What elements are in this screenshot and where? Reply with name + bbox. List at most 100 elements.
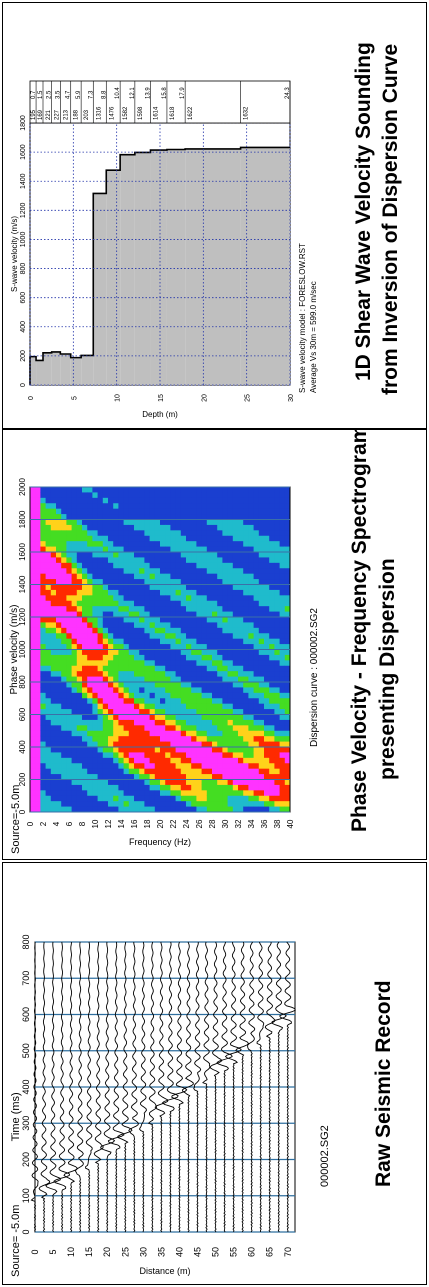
heatmap-cell [35, 670, 41, 677]
velocity-layer [150, 150, 167, 385]
heatmap-cell [222, 524, 228, 531]
heatmap-cell [56, 800, 62, 807]
table-vs-value: 203 [84, 109, 90, 120]
heatmap-cell [170, 546, 176, 552]
heatmap-cell [165, 519, 171, 525]
heatmap-cell [279, 492, 286, 498]
heatmap-cell [264, 573, 270, 580]
heatmap-cell [284, 486, 291, 493]
heatmap-cell [40, 741, 47, 747]
heatmap-cell [35, 724, 41, 731]
heatmap-cell [61, 665, 67, 672]
heatmap-cell [186, 600, 192, 607]
heatmap-cell [243, 513, 249, 520]
heatmap-cell [139, 584, 145, 590]
heatmap-cell [50, 784, 57, 791]
heatmap-cell [56, 557, 62, 563]
heatmap-cell [227, 540, 234, 547]
heatmap-cell [154, 578, 161, 585]
heatmap-cell [35, 703, 41, 710]
heatmap-cell [243, 746, 249, 753]
heatmap-cell [196, 681, 202, 688]
heatmap-cell [175, 746, 182, 753]
heatmap-cell [71, 676, 78, 682]
heatmap-cell [113, 546, 119, 552]
heatmap-cell [50, 524, 57, 531]
heatmap-cell [284, 784, 291, 791]
heatmap-cell [66, 594, 73, 601]
heatmap-cell [56, 735, 62, 742]
heatmap-cell [274, 800, 280, 807]
heatmap-cell [128, 692, 135, 699]
heatmap-cell [191, 486, 197, 493]
heatmap-cell [248, 502, 254, 509]
heatmap-cell [170, 703, 176, 710]
heatmap-cell [149, 779, 156, 785]
heatmap-cell [134, 551, 140, 558]
heatmap-cell [243, 681, 249, 688]
heatmap-cell [222, 578, 228, 585]
heatmap-cell [212, 719, 218, 726]
heatmap-cell [227, 643, 234, 650]
heatmap-cell [118, 529, 125, 536]
heatmap-cell [217, 551, 223, 558]
heatmap-cell [201, 746, 208, 753]
heatmap-cell [102, 605, 109, 612]
heatmap-cell [113, 800, 119, 807]
heatmap-cell [279, 746, 286, 753]
heatmap-cell [248, 492, 254, 498]
heatmap-cell [232, 795, 239, 802]
heatmap-cell [45, 502, 52, 509]
heatmap-cell [92, 762, 99, 769]
heatmap-cell [284, 659, 291, 666]
heatmap-cell [35, 681, 41, 688]
heatmap-cell [232, 513, 239, 520]
heatmap-cell [134, 800, 140, 807]
heatmap-cell [269, 492, 275, 498]
heatmap-cell [82, 681, 88, 688]
heatmap-cell [66, 670, 73, 677]
heatmap-cell [243, 540, 249, 547]
heatmap-cell [71, 665, 78, 672]
heatmap-cell [284, 708, 291, 715]
heatmap-cell [264, 643, 270, 650]
heatmap-cell [40, 638, 47, 645]
heatmap-cell [66, 779, 73, 785]
heatmap-cell [50, 513, 57, 520]
heatmap-cell [71, 800, 78, 807]
heatmap-cell [56, 535, 62, 542]
heatmap-cell [217, 502, 223, 509]
heatmap-cell [149, 789, 156, 796]
heatmap-cell [170, 540, 176, 547]
heatmap-cell [76, 800, 83, 807]
heatmap-cell [269, 681, 275, 688]
heatmap-cell [232, 562, 239, 569]
heatmap-cell [108, 513, 114, 520]
heatmap-cell [35, 697, 41, 704]
heatmap-cell [56, 524, 62, 531]
heatmap-cell [191, 594, 197, 601]
heatmap-cell [82, 746, 88, 753]
heatmap-cell [186, 622, 192, 628]
heatmap-cell [123, 659, 130, 666]
heatmap-cell [154, 643, 161, 650]
heatmap-cell [139, 670, 145, 677]
x-tick-label: 0 [20, 383, 27, 387]
heatmap-cell [279, 741, 286, 747]
heatmap-cell [108, 654, 114, 661]
heatmap-cell [102, 714, 109, 720]
heatmap-cell [123, 757, 130, 764]
heatmap-cell [118, 535, 125, 542]
heatmap-cell [35, 692, 41, 699]
heatmap-cell [175, 632, 182, 639]
heatmap-cell [248, 529, 254, 536]
heatmap-cell [139, 562, 145, 569]
heatmap-cell [50, 535, 57, 542]
heatmap-cell [108, 616, 114, 623]
heatmap-cell [284, 540, 291, 547]
heatmap-cell [191, 492, 197, 498]
heatmap-cell [196, 692, 202, 699]
heatmap-cell [269, 670, 275, 677]
heatmap-cell [134, 519, 140, 525]
heatmap-cell [206, 616, 213, 623]
